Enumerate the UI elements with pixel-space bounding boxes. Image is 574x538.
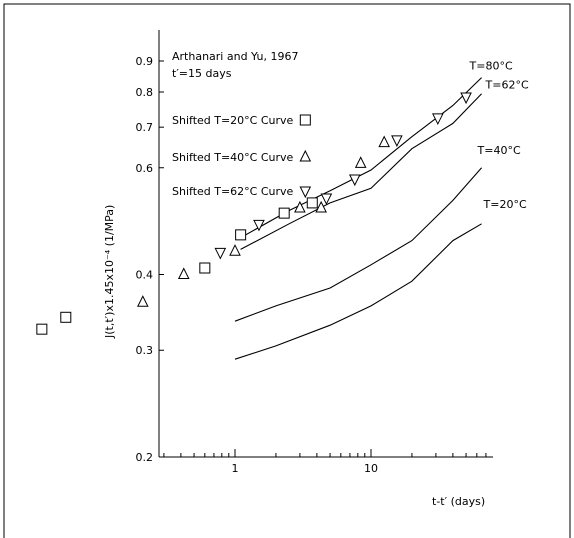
data-point-triangle-down [299,186,312,199]
axes: 0.2 0.3 0.4 0.6 0.7 0.8 0.9 1 10 [136,30,493,475]
data-point-triangle-up [294,200,306,213]
data-point-square [299,114,311,126]
data-point-triangle-down [214,247,227,260]
y-tick-label: 0.6 [136,162,154,175]
x-tick-label: 1 [232,462,239,475]
label-group: T=80°C T=62°C T=40°C T=20°C Shifted T=20°C C… [172,60,529,211]
data-point-triangle-up [177,267,190,280]
data-point-triangle-up [229,244,241,256]
y-axis-label: J(t,t′)x1.45x10⁻⁴ (1/MPa) [103,205,116,339]
age-annotation: t′=15 days [172,67,232,80]
series-label: T=40°C [477,144,521,157]
y-tick-label: 0.4 [136,269,154,282]
data-point-triangle-down [432,113,444,126]
legend-entry-label: Shifted T=40°C Curve [172,151,294,164]
data-point-triangle-up [315,200,327,213]
data-point-square [278,207,290,219]
y-tick-label: 0.2 [136,451,154,464]
series-line [240,93,482,250]
source-annotation: Arthanari and Yu, 1967 [172,50,298,63]
legend-entry-label: Shifted T=62°C Curve [172,185,294,198]
x-axis-label: t-t′ (days) [432,495,485,508]
data-point-triangle-down [391,135,403,147]
data-point-square [60,311,72,323]
series-line [234,167,483,322]
data-point-triangle-down [253,219,265,232]
legend-entry-label: Shifted T=20°C Curve [172,114,294,127]
series-label: T=80°C [469,60,513,73]
data-point-triangle-down [460,92,472,105]
data-point-square [36,323,48,335]
y-tick-label: 0.7 [136,121,154,134]
point-series-group [36,92,472,335]
data-point-triangle-up [137,295,149,307]
y-tick-label: 0.8 [136,86,154,99]
figure-frame [3,3,571,538]
series-line [234,223,482,360]
data-point-triangle-down [320,193,333,206]
data-point-triangle-down [348,174,361,187]
y-tick-label: 0.9 [136,55,154,68]
series-label: T=20°C [483,198,527,211]
series-label: T=62°C [485,79,529,92]
x-tick-label: 10 [364,462,378,475]
data-point-triangle-up [299,149,312,162]
data-point-triangle-up [354,156,367,168]
data-point-square [235,229,247,241]
data-point-square [306,197,318,209]
data-point-triangle-up [378,135,390,148]
y-tick-label: 0.3 [136,344,154,357]
data-point-square [199,262,211,274]
